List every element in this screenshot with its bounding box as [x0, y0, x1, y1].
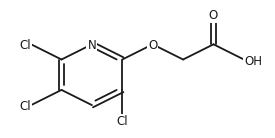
- Text: Cl: Cl: [117, 115, 128, 128]
- Text: Cl: Cl: [20, 100, 31, 113]
- Text: N: N: [87, 39, 96, 52]
- Text: Cl: Cl: [20, 39, 31, 52]
- Text: OH: OH: [244, 55, 262, 67]
- Text: O: O: [148, 39, 157, 52]
- Text: O: O: [209, 9, 218, 22]
